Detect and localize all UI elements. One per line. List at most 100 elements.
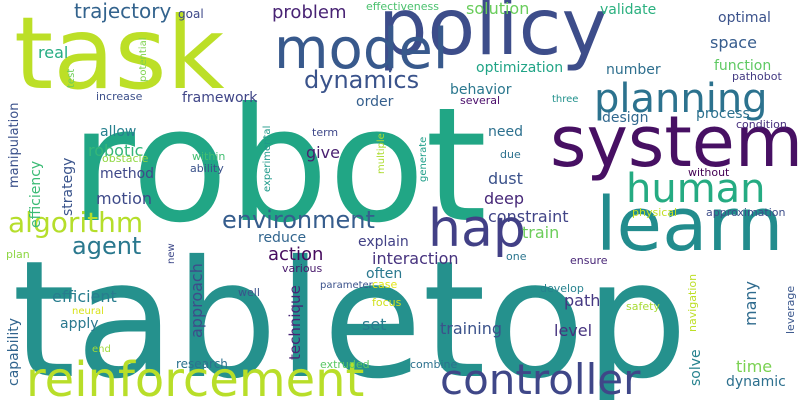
word-number: number [606,62,661,78]
word-reduce: reduce [258,230,306,246]
word-leverage: leverage [784,286,797,334]
word-condition: condition [736,118,787,131]
word-robot: robot [70,74,487,258]
word-case: case [372,278,398,291]
word-capability: capability [6,318,22,386]
word-strategy: strategy [60,158,76,216]
word-allow: allow [100,124,136,140]
word-develop: develop [540,282,584,295]
word-deep: deep [484,189,524,208]
word-behavior: behavior [450,82,512,98]
word-optimal: optimal [718,10,771,26]
word-train: train [522,223,559,242]
word-safety: safety [626,300,660,313]
word-robotic: robotic [88,141,143,160]
word-need: need [488,124,523,140]
word-order: order [356,94,394,110]
word-dynamic: dynamic [726,374,786,390]
word-trajectory: trajectory [74,0,171,23]
word-constraint: constraint [488,207,569,226]
word-design: design [602,110,648,126]
word-effectiveness: effectiveness [366,0,439,13]
word-framework: framework [182,90,258,106]
word-controller: controller [440,355,641,400]
word-multiple: multiple [376,133,387,174]
word-end: end [92,344,111,355]
word-physical: physical [632,206,677,219]
word-solve: solve [688,349,704,386]
word-human: human [626,166,766,212]
word-navigation: navigation [686,274,699,332]
word-algorithm: algorithm [8,206,143,239]
word-validate: validate [600,2,656,18]
word-efficient: efficient [52,287,117,306]
word-solution: solution [466,0,529,18]
word-often: often [366,266,402,282]
word-process: process [696,106,750,122]
word-test: test [66,69,77,88]
word-well: well [238,286,260,299]
word-task: task [14,0,225,112]
word-tabletop: tabletop [12,227,688,400]
word-approach: approach [187,263,206,338]
word-dust: dust [488,169,523,188]
word-interaction: interaction [372,249,459,268]
word-problem: problem [272,2,346,23]
word-pathobot: pathobot [732,70,782,83]
word-time: time [736,357,772,376]
word-action: action [268,244,323,265]
word-space: space [710,33,757,52]
word-agent: agent [72,232,141,260]
word-plan: plan [6,248,30,261]
word-system: system [550,101,800,183]
word-within: within [192,150,225,163]
word-one: one [506,250,527,263]
word-policy: policy [378,0,608,73]
word-neural: neural [72,306,104,317]
word-environment: environment [222,206,375,234]
word-give: give [306,143,340,162]
word-due: due [500,148,521,161]
word-manipulation: manipulation [7,103,22,188]
word-set: set [362,315,386,334]
word-learn: learn [596,182,783,268]
word-without: without [688,166,730,179]
word-various: various [282,262,323,275]
word-apply: apply [60,316,99,332]
word-obstacle: obstacle [102,152,149,165]
word-extruded: extruded [320,358,370,371]
word-many: many [741,281,760,326]
word-explain: explain [358,234,409,250]
word-goal: goal [178,7,204,21]
word-research: research [176,357,228,371]
word-path: path [564,291,600,310]
word-increase: increase [96,90,143,103]
word-hap: hap [428,199,526,259]
word-efficiency: efficiency [28,161,44,228]
word-reinforcement: reinforcement [26,352,364,400]
word-optimization: optimization [476,60,563,76]
word-several: several [460,94,500,107]
word-focus: focus [372,296,402,309]
word-planning: planning [594,76,768,122]
word-combine: combine [410,358,458,371]
word-potential: potential [138,38,149,82]
word-technique: technique [286,285,304,360]
word-model: model [274,17,448,82]
word-real: real [38,43,68,62]
word-term: term [312,126,338,139]
word-parameter: parameter [320,280,374,291]
word-experimental: experimental [262,126,273,192]
word-method: method [100,166,154,182]
word-ensure: ensure [570,254,608,267]
word-generate: generate [418,137,429,182]
word-new: new [166,243,177,264]
word-training: training [440,319,502,338]
word-three: three [552,94,578,105]
word-motion: motion [96,189,152,208]
word-dynamics: dynamics [304,66,419,94]
word-approximation: approximation [706,206,785,219]
